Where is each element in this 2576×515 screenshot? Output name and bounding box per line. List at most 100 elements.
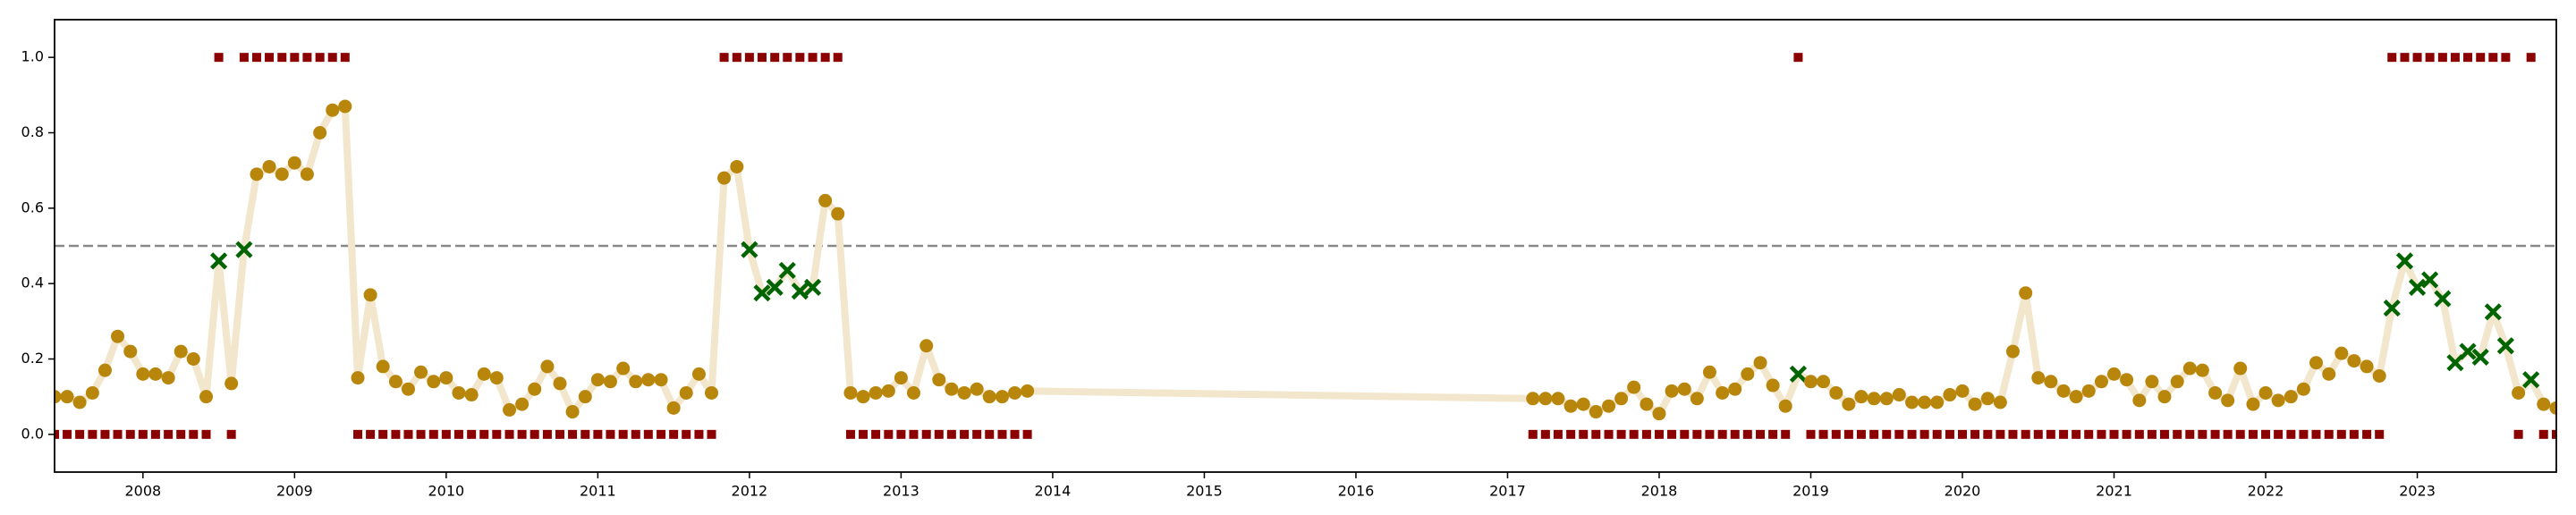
label-marker (2134, 429, 2144, 439)
label-marker (251, 53, 261, 63)
label-marker (1781, 429, 1791, 439)
label-marker (366, 429, 376, 439)
probability-marker (388, 375, 402, 389)
probability-marker (1817, 375, 1831, 389)
probability-marker (161, 371, 175, 385)
y-tick-label: 0.4 (21, 274, 44, 291)
probability-marker (2182, 361, 2197, 376)
label-marker (239, 53, 249, 63)
probability-marker (666, 401, 681, 415)
probability-marker (2322, 367, 2336, 381)
probability-marker (1602, 399, 1616, 413)
label-marker (896, 429, 906, 439)
probability-marker (1918, 395, 1932, 409)
label-marker (2198, 429, 2207, 439)
probability-marker (2537, 397, 2551, 411)
label-marker (1932, 429, 1942, 439)
probability-marker (2549, 401, 2556, 415)
probability-marker (72, 395, 87, 409)
label-marker (2299, 429, 2309, 439)
label-marker (1705, 429, 1715, 439)
label-marker (1856, 429, 1866, 439)
label-marker (88, 429, 97, 439)
probability-marker (338, 99, 352, 114)
probability-marker (148, 367, 163, 381)
probability-marker (856, 390, 870, 404)
probability-marker (818, 193, 833, 207)
label-marker (1022, 429, 1032, 439)
probability-marker (300, 167, 314, 182)
label-marker (1996, 429, 2005, 439)
probability-marker (1690, 392, 1704, 406)
probability-marker (2094, 375, 2108, 389)
x-tick-label: 2011 (580, 483, 616, 500)
miss-marker (2446, 354, 2464, 372)
label-marker (2286, 429, 2296, 439)
label-marker (2109, 429, 2119, 439)
miss-marker (209, 252, 228, 270)
label-marker (1831, 429, 1841, 439)
x-tick-label: 2017 (1489, 483, 1526, 500)
label-marker (530, 429, 539, 439)
label-marker (1894, 429, 1904, 439)
x-tick-label: 2015 (1186, 483, 1223, 500)
label-marker (719, 53, 729, 63)
label-marker (707, 429, 716, 439)
label-marker (921, 429, 931, 439)
label-marker (593, 429, 603, 439)
miss-marker (2421, 271, 2439, 289)
label-marker (1907, 429, 1917, 439)
probability-marker (932, 373, 946, 387)
miss-marker (778, 261, 796, 279)
probability-marker (2107, 367, 2122, 381)
label-marker (2463, 53, 2473, 63)
miss-marker (766, 278, 784, 296)
probability-marker (136, 367, 150, 381)
label-marker (845, 429, 855, 439)
probability-marker (629, 375, 643, 389)
miss-marker (791, 283, 809, 300)
probability-marker (55, 390, 62, 404)
label-marker (1553, 429, 1563, 439)
label-marker (2437, 53, 2447, 63)
probability-marker (1829, 385, 1843, 400)
label-marker (2526, 53, 2536, 63)
x-tick-label: 2020 (1945, 483, 1981, 500)
probability-marker (1980, 392, 1995, 406)
probability-marker (1526, 392, 1540, 406)
label-marker (1869, 429, 1879, 439)
probability-marker (1930, 395, 1945, 409)
miss-marker (2471, 348, 2489, 366)
probability-marker (111, 329, 125, 343)
probability-marker (565, 405, 580, 419)
label-marker (1540, 429, 1550, 439)
miss-marker (235, 241, 253, 258)
probability-line (55, 102, 2556, 418)
probability-marker (2031, 371, 2046, 385)
label-marker (2021, 429, 2030, 439)
probability-marker (982, 390, 996, 404)
probability-marker (2347, 354, 2361, 368)
label-marker (946, 429, 956, 439)
probability-marker (2170, 375, 2184, 389)
miss-marker (2408, 278, 2427, 296)
probability-marker (2120, 373, 2134, 387)
label-marker (2210, 429, 2220, 439)
label-marker (2147, 429, 2157, 439)
probability-marker (477, 367, 491, 381)
label-marker (2008, 429, 2018, 439)
probability-marker (199, 390, 214, 404)
label-marker (2412, 53, 2422, 63)
x-tick-label: 2016 (1338, 483, 1375, 500)
probability-marker (414, 365, 428, 379)
label-marker (568, 429, 578, 439)
probability-marker (1867, 392, 1881, 406)
label-marker (391, 429, 401, 439)
label-marker (189, 429, 199, 439)
label-marker (277, 53, 287, 63)
label-marker (1641, 429, 1651, 439)
label-marker (265, 53, 275, 63)
probability-marker (1892, 388, 1906, 402)
probability-marker (528, 382, 542, 396)
